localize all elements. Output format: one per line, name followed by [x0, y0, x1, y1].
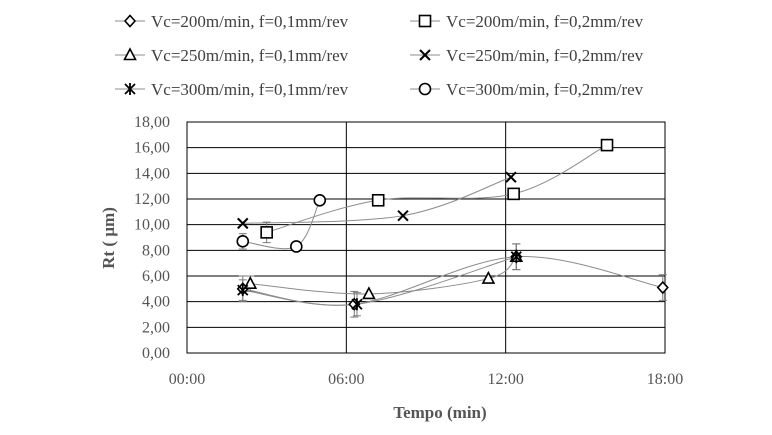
plot-border [186, 121, 666, 354]
data-point-series-5 [351, 298, 363, 311]
x-axis-title: Tempo (min) [393, 403, 486, 422]
y-tick-label: 14,00 [134, 165, 170, 182]
y-tick-label: 6,00 [142, 268, 170, 285]
legend-entry: Vc=250m/min, f=0,1mm/rev [115, 46, 349, 65]
trend-curve-series-2 [266, 144, 608, 233]
y-tick-label: 10,00 [134, 217, 170, 234]
data-point-series-1 [656, 280, 669, 295]
data-point-series-5 [237, 284, 249, 297]
y-tick-label: 16,00 [134, 140, 170, 157]
y-axis-ticks: 0,00 2,00 4,00 6,00 8,00 10,00 12,00 14,00 16,00… [134, 114, 170, 362]
legend-entry: Vc=250m/min, f=0,2mm/rev [410, 46, 644, 65]
legend-marker [123, 47, 137, 61]
data-point-series-5 [510, 250, 522, 263]
data-point-series-4 [237, 217, 249, 230]
data-point-series-4 [397, 209, 409, 222]
x-tick-label: 18:00 [647, 371, 683, 388]
legend-label: Vc=300m/min, f=0,2mm/rev [446, 80, 644, 99]
legend-marker [418, 14, 432, 28]
data-point-series-2 [371, 193, 385, 207]
plot-area [186, 121, 666, 354]
data-point-series-3 [481, 270, 496, 284]
legend-entry: Vc=200m/min, f=0,1mm/rev [115, 12, 349, 31]
legend-entry: Vc=300m/min, f=0,2mm/rev [410, 80, 644, 99]
data-point-series-3 [362, 286, 376, 300]
y-tick-label: 0,00 [142, 345, 170, 362]
legend-marker [124, 83, 136, 95]
legend-entry: Vc=300m/min, f=0,1mm/rev [115, 80, 349, 99]
y-tick-label: 12,00 [134, 191, 170, 208]
trend-curve-series-3 [250, 256, 517, 295]
data-point-series-6 [290, 240, 303, 253]
legend-label: Vc=200m/min, f=0,1mm/rev [151, 12, 349, 31]
trend-curves [242, 144, 663, 306]
legend-marker [419, 49, 431, 61]
x-tick-label: 06:00 [328, 371, 364, 388]
data-point-series-2 [260, 226, 273, 239]
gridlines [187, 122, 665, 353]
legend-label: Vc=200m/min, f=0,2mm/rev [446, 12, 644, 31]
legend-marker [418, 82, 432, 96]
y-axis-title: Rt ( µm) [99, 207, 118, 269]
data-point-series-6 [313, 193, 327, 207]
data-point-series-2 [600, 138, 614, 152]
legend-marker [123, 14, 137, 28]
trend-curve-series-1 [242, 256, 663, 306]
y-tick-label: 2,00 [142, 319, 170, 336]
legend-entry: Vc=200m/min, f=0,2mm/rev [410, 12, 644, 31]
data-point-series-2 [507, 187, 520, 201]
x-axis-ticks: 00:00 06:00 12:00 18:00 [169, 371, 683, 388]
data-point-series-6 [236, 235, 250, 248]
y-tick-label: 4,00 [142, 294, 170, 311]
y-tick-label: 8,00 [142, 242, 170, 259]
x-tick-label: 00:00 [169, 371, 205, 388]
x-tick-label: 12:00 [487, 371, 523, 388]
legend-label: Vc=250m/min, f=0,1mm/rev [151, 46, 349, 65]
y-tick-label: 18,00 [134, 114, 170, 131]
legend-label: Vc=250m/min, f=0,2mm/rev [446, 46, 644, 65]
data-point-series-4 [505, 171, 517, 183]
data-markers [236, 138, 669, 311]
legend: Vc=200m/min, f=0,1mm/rev Vc=200m/min, f=0… [115, 12, 644, 99]
legend-label: Vc=300m/min, f=0,1mm/rev [151, 80, 349, 99]
